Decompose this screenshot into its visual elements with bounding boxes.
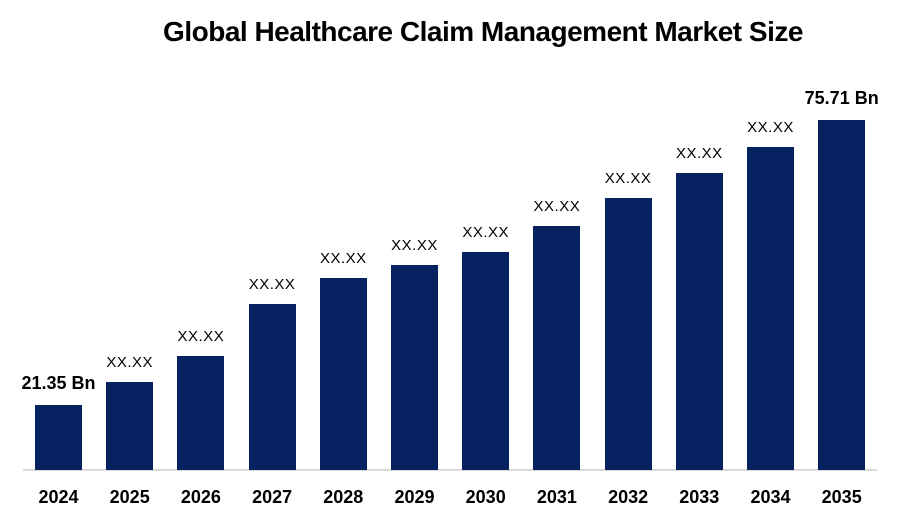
bar-2025	[106, 382, 154, 470]
bar-2026	[177, 356, 225, 470]
bar-2029	[391, 265, 438, 470]
x-tick-2026: 2026	[180, 487, 221, 507]
x-tick-2034: 2034	[750, 487, 791, 507]
bar-2033	[675, 173, 723, 470]
value-label-2034: XX.XX	[747, 119, 794, 136]
value-label-2024: 21.35 Bn	[21, 373, 96, 393]
bar-2035	[818, 120, 866, 470]
x-tick-2035: 2035	[821, 487, 862, 507]
bar-2028	[319, 278, 367, 470]
x-tick-2025: 2025	[109, 487, 150, 507]
value-label-2032: XX.XX	[604, 170, 652, 187]
value-label-2030: XX.XX	[462, 224, 510, 241]
x-tick-2031: 2031	[536, 487, 577, 507]
bar-2030	[462, 252, 510, 470]
chart-title: Global Healthcare Claim Management Marke…	[163, 16, 803, 47]
value-label-2027: XX.XX	[248, 276, 296, 293]
value-label-2026: XX.XX	[177, 328, 225, 345]
x-tick-2033: 2033	[679, 487, 720, 507]
x-axis-line	[23, 469, 877, 471]
bar-2024	[35, 405, 82, 470]
value-label-2028: XX.XX	[319, 250, 367, 267]
x-tick-2028: 2028	[323, 487, 364, 507]
x-tick-2027: 2027	[252, 487, 293, 507]
value-label-2031: XX.XX	[533, 198, 581, 215]
x-tick-2024: 2024	[38, 487, 79, 507]
value-label-2033: XX.XX	[675, 145, 723, 162]
x-tick-2029: 2029	[394, 487, 435, 507]
bar-2034	[747, 147, 794, 470]
bar-2027	[248, 304, 296, 470]
value-label-2025: XX.XX	[106, 354, 154, 371]
value-label-2035: 75.71 Bn	[804, 88, 879, 108]
x-tick-2032: 2032	[608, 487, 649, 507]
x-tick-2030: 2030	[465, 487, 506, 507]
bar-2032	[604, 198, 652, 470]
bar-2031	[533, 226, 581, 470]
value-label-2029: XX.XX	[391, 237, 438, 254]
